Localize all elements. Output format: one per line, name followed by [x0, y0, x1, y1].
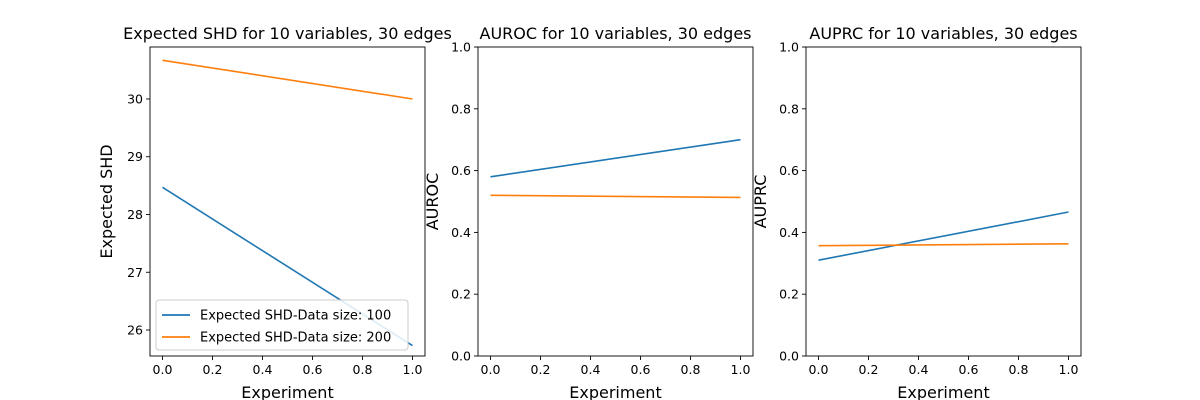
- x-tick-label: 0.4: [581, 362, 601, 377]
- x-tick-label: 0.6: [959, 362, 979, 377]
- x-tick-label: 0.0: [809, 362, 829, 377]
- chart-title: AUPRC for 10 variables, 30 edges: [809, 24, 1077, 43]
- x-tick-label: 0.4: [909, 362, 929, 377]
- x-tick-label: 1.0: [731, 362, 751, 377]
- auprc-panel: AUPRC for 10 variables, 30 edges 0.0 0.2 0.…: [751, 24, 1082, 400]
- y-tick-label: 27: [127, 265, 143, 280]
- x-tick-label: 0.2: [531, 362, 551, 377]
- legend-entry: Expected SHD-Data size: 200: [200, 331, 391, 346]
- series-line-1: [162, 59, 413, 100]
- series-line-0: [818, 211, 1069, 261]
- x-tick-label: 0.6: [303, 362, 323, 377]
- y-tick-label: 28: [127, 207, 143, 222]
- y-tick-label: 0.4: [451, 225, 471, 240]
- y-axis-label: Expected SHD: [97, 144, 116, 258]
- y-tick-label: 1.0: [779, 40, 799, 55]
- y-tick-label: 26: [127, 323, 143, 338]
- auroc-panel: AUROC for 10 variables, 30 edges 0.0 0.2 0.…: [423, 24, 754, 400]
- x-tick-label: 0.0: [153, 362, 173, 377]
- x-tick-label: 0.8: [681, 362, 701, 377]
- chart-title: AUROC for 10 variables, 30 edges: [480, 24, 752, 43]
- y-tick-label: 29: [127, 149, 143, 164]
- y-tick-label: 0.2: [451, 287, 471, 302]
- x-tick-label: 0.6: [631, 362, 651, 377]
- x-axis-label: Experiment: [569, 383, 661, 400]
- x-tick-label: 0.8: [353, 362, 373, 377]
- y-tick-label: 0.0: [779, 349, 799, 364]
- y-tick-label: 1.0: [451, 40, 471, 55]
- axes-frame: [149, 46, 426, 357]
- y-tick-label: 0.2: [779, 287, 799, 302]
- series-line-0: [490, 138, 741, 178]
- axes-frame: [805, 46, 1082, 357]
- axes-frame: [477, 46, 754, 357]
- y-tick-label: 0.8: [779, 101, 799, 116]
- y-axis-label: AUROC: [423, 173, 442, 231]
- y-tick-label: 0.8: [451, 101, 471, 116]
- y-tick-label: 30: [127, 91, 143, 106]
- y-axis-label: AUPRC: [751, 175, 770, 229]
- y-tick-label: 0.6: [779, 163, 799, 178]
- legend: Expected SHD-Data size: 100 Expected SHD-…: [155, 299, 409, 351]
- y-tick-label: 0.0: [451, 349, 471, 364]
- x-tick-label: 0.8: [1009, 362, 1029, 377]
- x-tick-label: 0.4: [253, 362, 273, 377]
- x-tick-label: 1.0: [403, 362, 423, 377]
- y-tick-label: 0.4: [779, 225, 799, 240]
- x-tick-label: 0.2: [859, 362, 879, 377]
- series-line-1: [490, 194, 741, 199]
- expected-shd-panel: Expected SHD for 10 variables, 30 edges 0…: [97, 24, 452, 400]
- x-tick-label: 1.0: [1059, 362, 1079, 377]
- x-axis-label: Experiment: [241, 383, 333, 400]
- series-line-1: [818, 243, 1069, 247]
- x-tick-label: 0.2: [203, 362, 223, 377]
- chart-title: Expected SHD for 10 variables, 30 edges: [123, 24, 452, 43]
- x-tick-label: 0.0: [481, 362, 501, 377]
- legend-box: [155, 299, 409, 351]
- x-axis-label: Experiment: [897, 383, 989, 400]
- legend-entry: Expected SHD-Data size: 100: [200, 309, 391, 324]
- y-tick-label: 0.6: [451, 163, 471, 178]
